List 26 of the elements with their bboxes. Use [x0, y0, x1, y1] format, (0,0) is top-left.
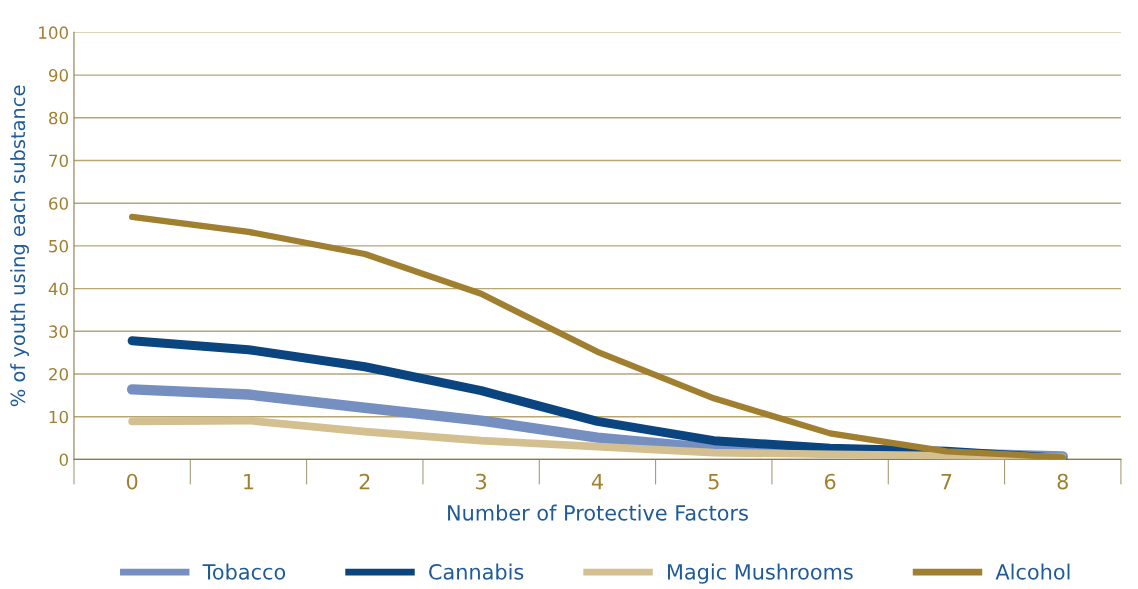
- x-tick-label: 1: [244, 473, 254, 490]
- y-tick-label: 20: [49, 367, 68, 381]
- legend-label: Alcohol: [995, 563, 1070, 580]
- y-tick-label: 50: [49, 239, 68, 253]
- y-tick-label: 10: [49, 410, 68, 424]
- x-tick-label: 8: [1057, 473, 1068, 490]
- x-axis-title: Number of Protective Factors: [448, 504, 748, 521]
- legend-label: Magic Mushrooms: [667, 563, 853, 584]
- legend-label: Tobacco: [202, 563, 286, 580]
- y-tick-label: 80: [49, 111, 68, 125]
- x-tick-label: 6: [824, 473, 836, 490]
- x-tick-label: 7: [941, 473, 952, 490]
- y-tick-label: 100: [39, 26, 68, 39]
- x-tick-label: 2: [359, 473, 370, 490]
- y-tick-label: 70: [49, 154, 68, 168]
- y-tick-label: 0: [59, 453, 68, 466]
- y-tick-label: 60: [49, 197, 68, 210]
- y-axis-title: % of youth using each substance: [10, 85, 29, 407]
- x-tick-label: 3: [476, 473, 487, 490]
- y-tick-label: 90: [48, 69, 68, 82]
- y-tick-label: 30: [49, 325, 68, 338]
- x-tick-label: 5: [708, 473, 719, 490]
- x-tick-label: 4: [591, 473, 603, 490]
- y-tick-label: 40: [48, 282, 68, 296]
- x-tick-label: 0: [126, 473, 138, 490]
- legend-label: Cannabis: [429, 563, 524, 580]
